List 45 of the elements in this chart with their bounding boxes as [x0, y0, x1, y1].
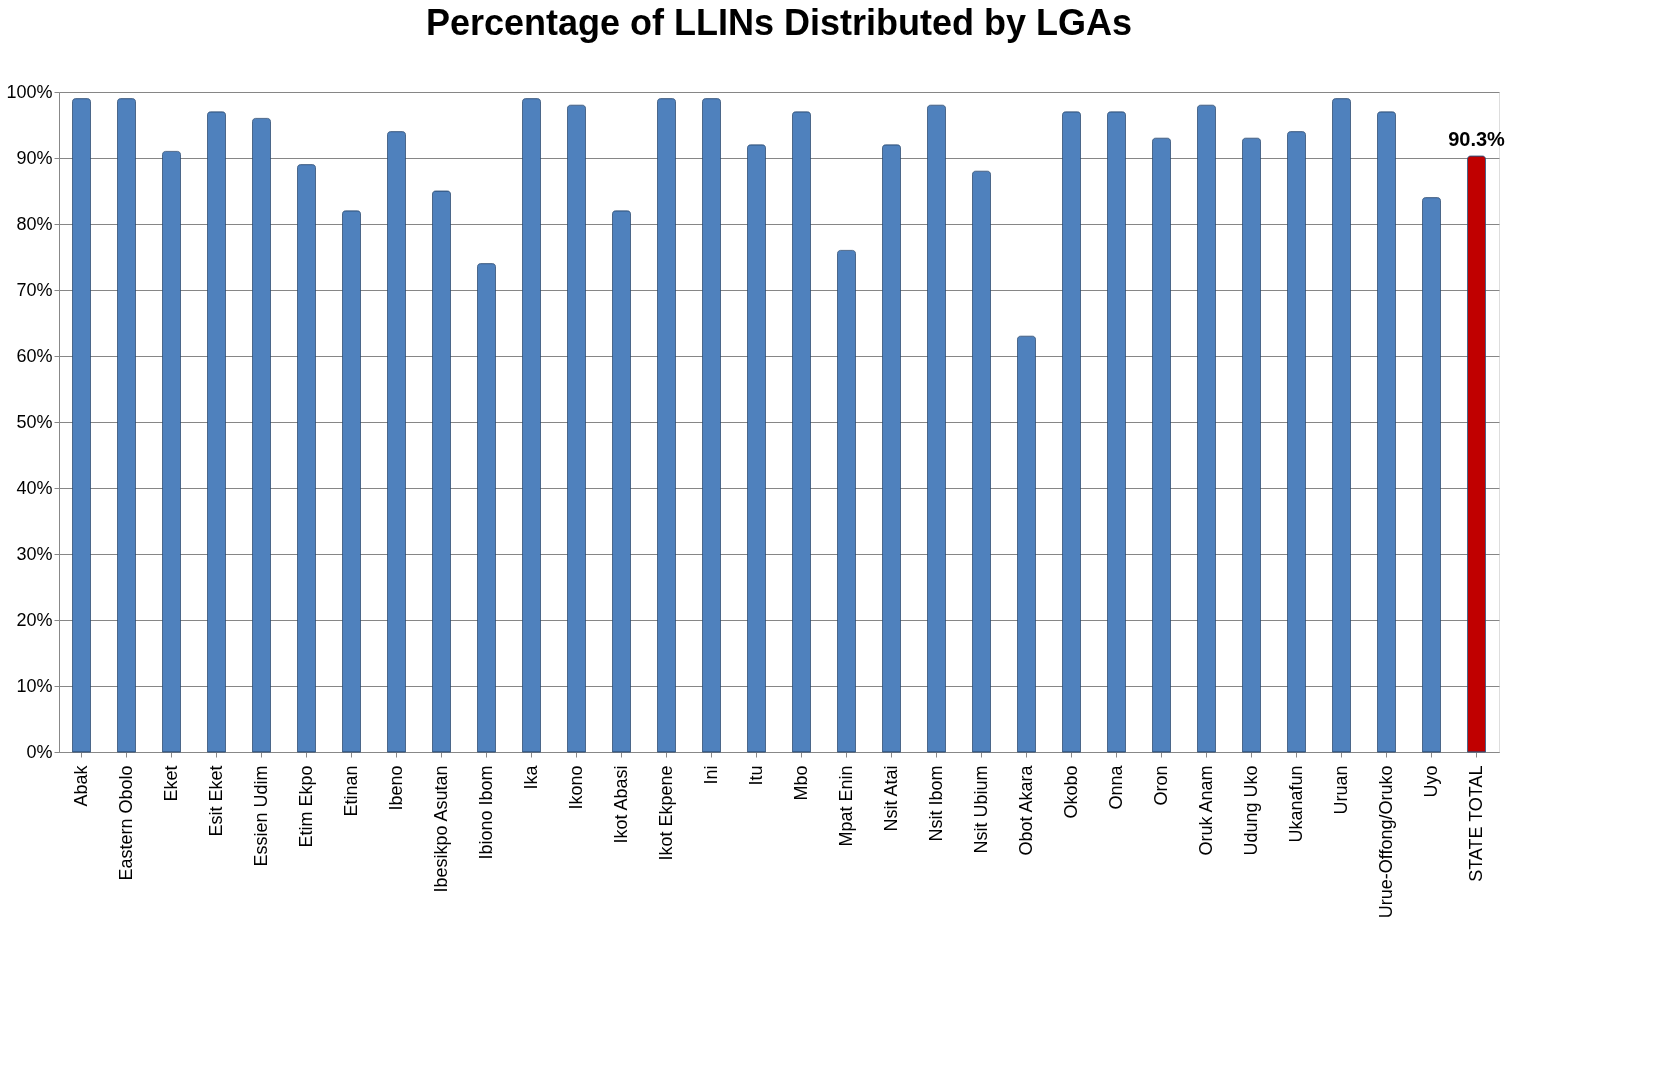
- x-tick-label: Ibeno: [385, 765, 406, 811]
- x-tick-label: Essien Udim: [250, 765, 271, 867]
- x-tick-label: Ika: [520, 764, 541, 790]
- x-tick-label: Okobo: [1060, 765, 1081, 819]
- x-tick-label: Itu: [745, 765, 766, 786]
- y-tick-label: 60%: [16, 345, 53, 366]
- x-tick-label: STATE TOTAL: [1465, 765, 1486, 882]
- x-tick-label: Ukanafun: [1285, 765, 1306, 843]
- y-tick-label: 100%: [6, 81, 53, 102]
- x-tick-label: Udung Uko: [1240, 765, 1261, 856]
- y-tick-label: 80%: [16, 213, 53, 234]
- x-tick-label: Eastern Obolo: [115, 765, 136, 881]
- x-tick-label: Ini: [700, 765, 721, 785]
- x-tick-label: Ikot Abasi: [610, 765, 631, 844]
- data-label: 90.3%: [1448, 128, 1506, 151]
- x-tick-label: Ibiono Ibom: [475, 765, 496, 860]
- x-tick-label: Nsit Ubium: [970, 765, 991, 854]
- y-tick-label: 90%: [16, 147, 53, 168]
- x-tick-label: Ikono: [565, 765, 586, 810]
- y-tick-label: 70%: [16, 279, 53, 300]
- y-tick-label: 30%: [16, 543, 53, 564]
- y-tick-label: 50%: [16, 411, 53, 432]
- x-tick-label: Etim Ekpo: [295, 765, 316, 848]
- x-tick-label: Oron: [1150, 765, 1171, 806]
- x-tick-label: Uruan: [1330, 765, 1351, 815]
- y-tick-label: 20%: [16, 609, 53, 630]
- x-tick-label: Ibesikpo Asutan: [430, 765, 451, 893]
- x-tick-label: Nsit Atai: [880, 765, 901, 832]
- x-tick-label: Esit Eket: [205, 765, 226, 837]
- y-tick-label: 10%: [16, 675, 53, 696]
- x-tick-label: Mbo: [790, 765, 811, 801]
- x-tick-label: Ikot Ekpene: [655, 765, 676, 861]
- x-tick-label: Eket: [160, 765, 181, 802]
- x-tick-label: Uyo: [1420, 765, 1441, 798]
- x-tick-label: Onna: [1105, 764, 1126, 810]
- x-tick-label: Obot Akara: [1015, 764, 1036, 856]
- x-tick-label: Mpat Enin: [835, 765, 856, 847]
- y-tick-label: 40%: [16, 477, 53, 498]
- x-tick-label: Etinan: [340, 765, 361, 817]
- y-tick-label: 0%: [26, 741, 53, 762]
- chart-title: Percentage of LLINs Distributed by LGAs: [425, 1, 1133, 43]
- x-tick-label: Abak: [70, 764, 91, 807]
- x-tick-label: Oruk Anam: [1195, 765, 1216, 856]
- x-tick-label: Urue-Offong/Oruko: [1375, 765, 1396, 919]
- x-tick-label: Nsit Ibom: [925, 765, 946, 842]
